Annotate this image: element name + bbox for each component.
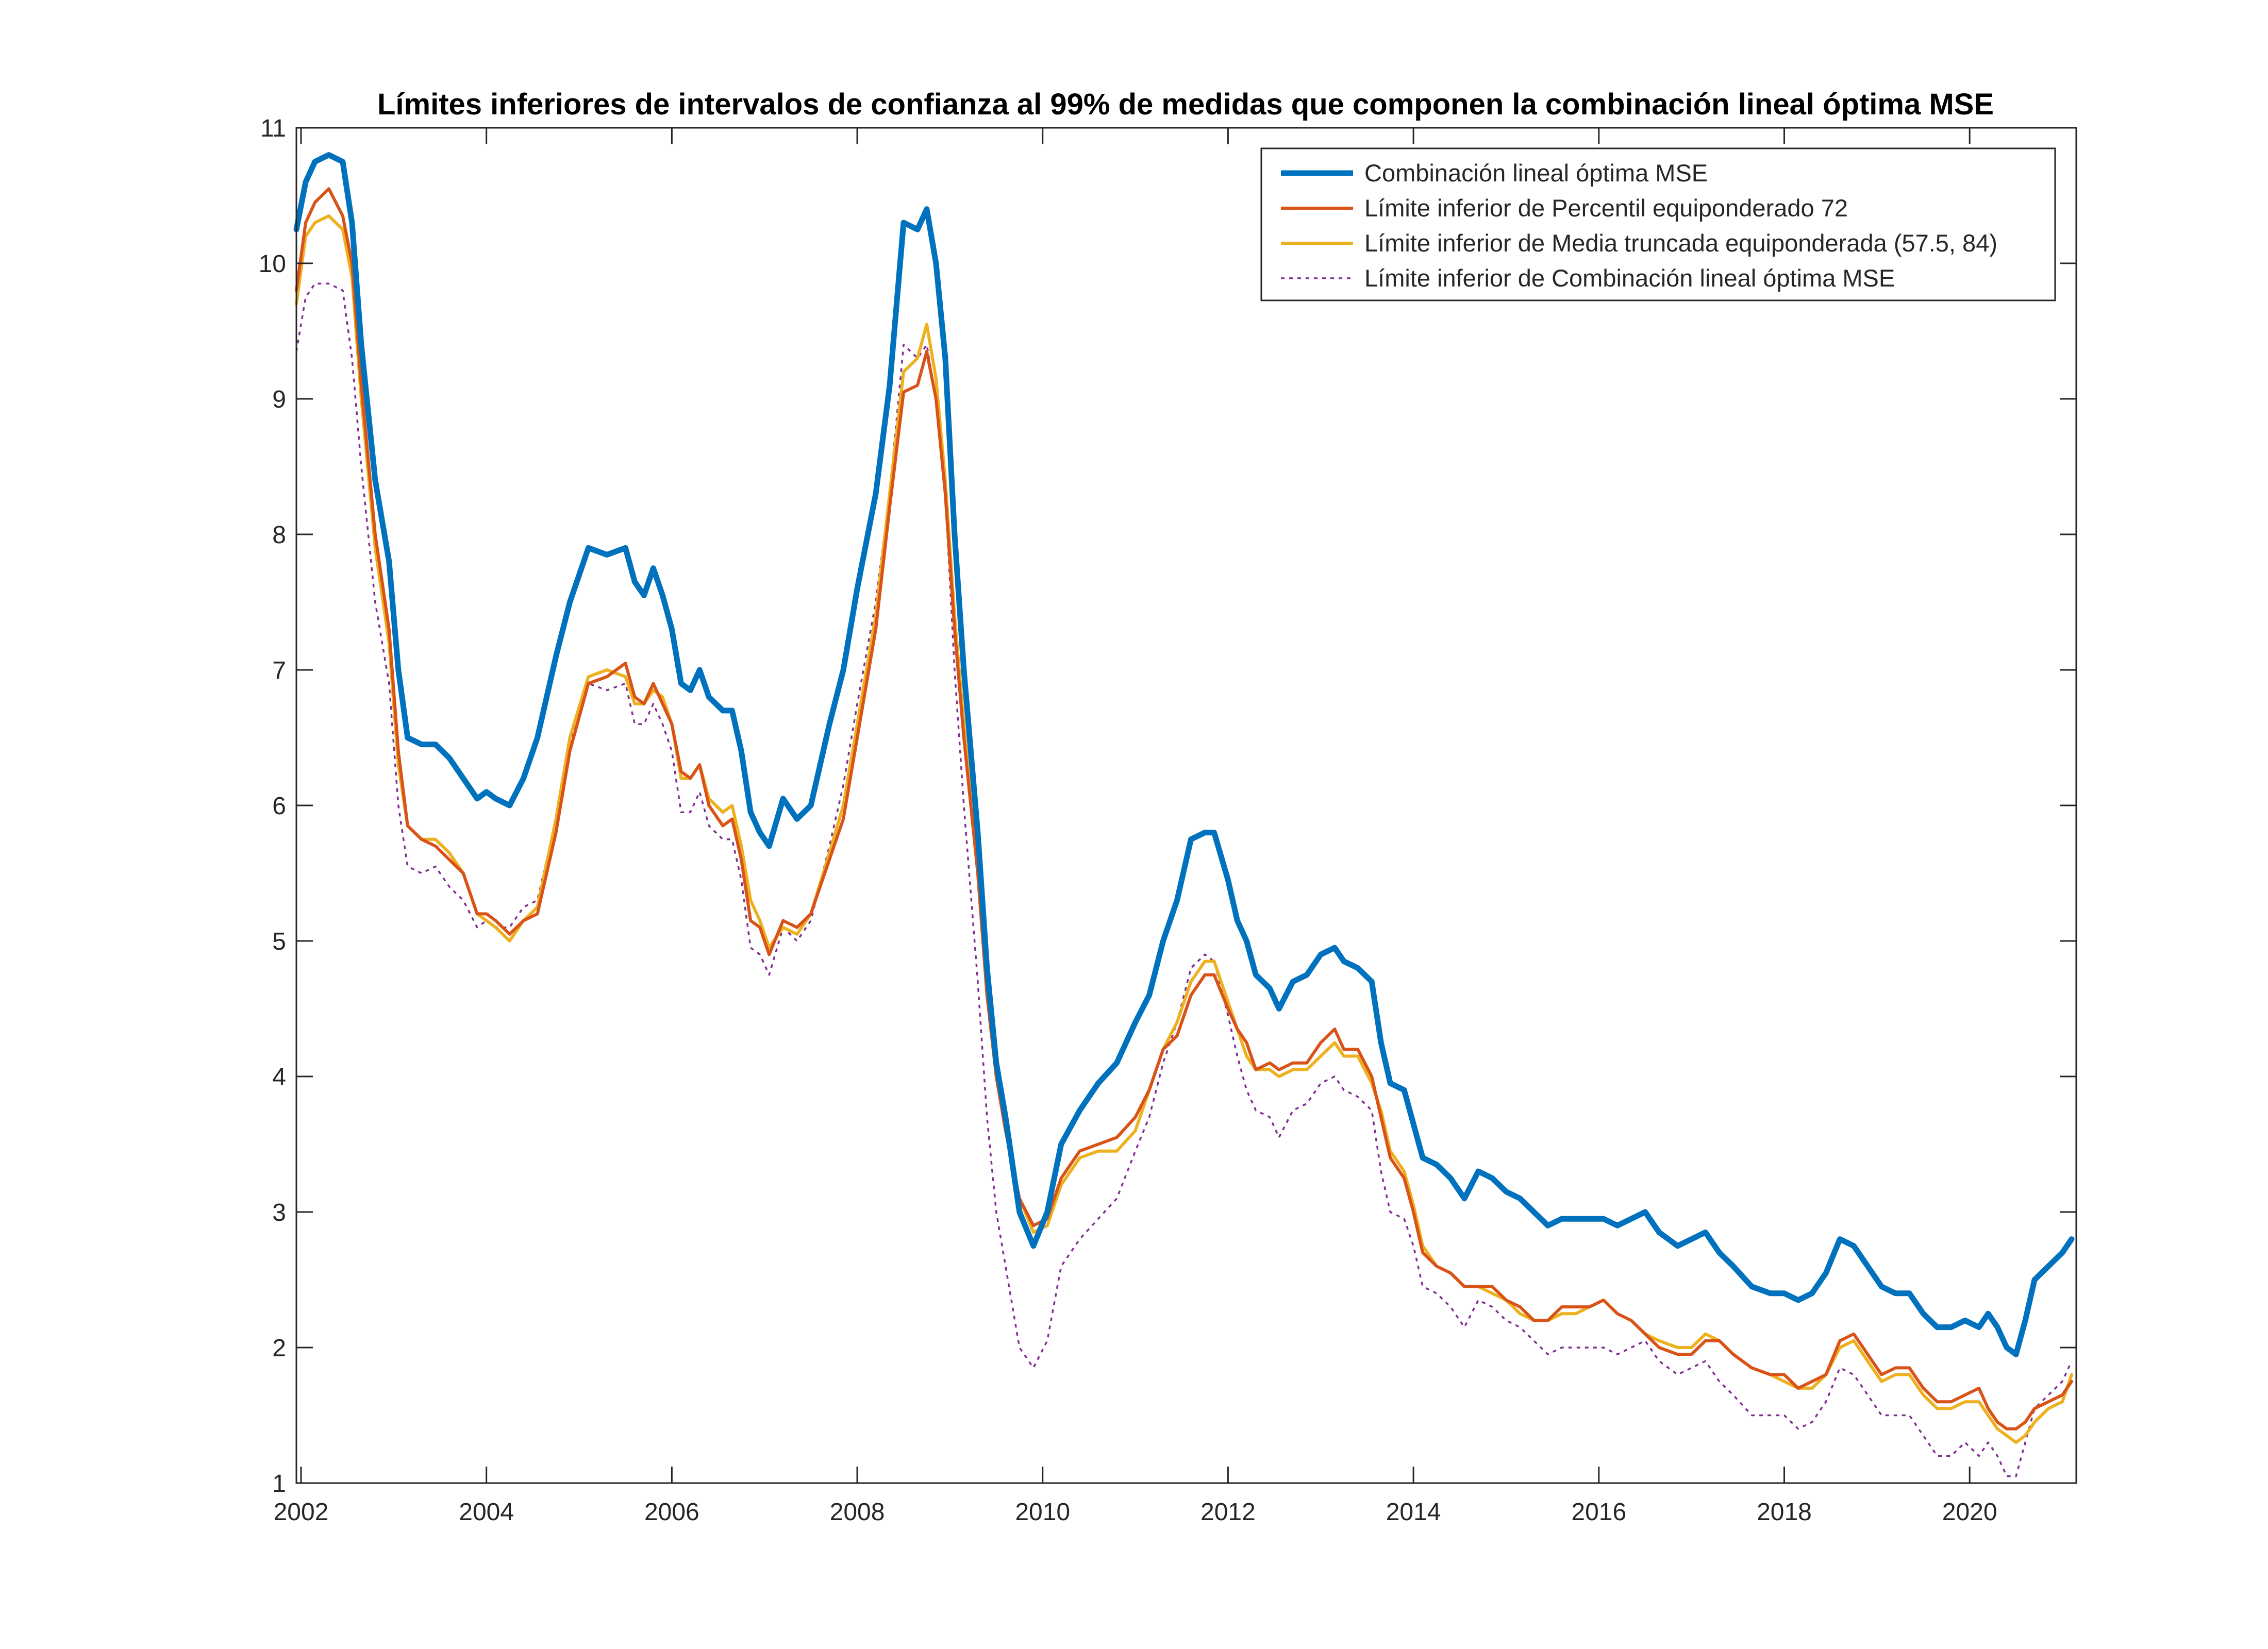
x-tick-label-2010: 2010 <box>1015 1499 1070 1526</box>
y-tick-label-4: 4 <box>272 1064 286 1091</box>
legend: Combinación lineal óptima MSE Límite infe… <box>1260 147 2056 301</box>
x-tick-label-2016: 2016 <box>1571 1499 1626 1526</box>
series-line-limite-inferior-de-combinacion-lineal-optima-mse <box>295 282 2073 1477</box>
legend-label-limite-inferior-de-percentil-equiponderado-72: Límite inferior de Percentil equipondera… <box>1364 194 1848 222</box>
legend-label-limite-inferior-de-combinacion-lineal-optima-mse: Límite inferior de Combinación lineal óp… <box>1364 264 1895 292</box>
series-line-limite-inferior-de-percentil-equiponderado-72 <box>295 187 2073 1431</box>
legend-label-combinacion-lineal-optima-mse: Combinación lineal óptima MSE <box>1364 159 1708 187</box>
y-tick-label-1: 1 <box>272 1470 286 1497</box>
x-tick-label-2008: 2008 <box>830 1499 885 1526</box>
y-tick-label-9: 9 <box>272 386 286 413</box>
y-tick-label-5: 5 <box>272 928 286 955</box>
x-tick-label-2002: 2002 <box>274 1499 329 1526</box>
legend-label-limite-inferior-de-media-truncada-equiponderada-57-5-84: Límite inferior de Media truncada equipo… <box>1364 229 1997 257</box>
series-line-limite-inferior-de-media-truncada-equiponderada-57-5-84 <box>295 214 2073 1444</box>
x-tick-label-2014: 2014 <box>1386 1499 1441 1526</box>
y-tick-label-3: 3 <box>272 1199 286 1226</box>
x-tick-label-2020: 2020 <box>1942 1499 1997 1526</box>
y-tick-label-7: 7 <box>272 657 286 684</box>
y-tick-label-10: 10 <box>259 250 286 278</box>
x-tick-label-2012: 2012 <box>1200 1499 1256 1526</box>
y-tick-label-6: 6 <box>272 793 286 820</box>
y-tick-label-2: 2 <box>272 1335 286 1362</box>
chart-title: Límites inferiores de intervalos de conf… <box>377 88 1994 121</box>
series-layer <box>293 152 2075 1477</box>
axes: 2002 2004 2006 2008 2010 2012 2014 2016 2018 2020… <box>259 115 2077 1526</box>
x-tick-label-2004: 2004 <box>459 1499 514 1526</box>
y-tick-label-8: 8 <box>272 521 286 549</box>
plot-area <box>296 128 2076 1483</box>
x-tick-label-2006: 2006 <box>644 1499 699 1526</box>
legend-box <box>1260 147 2056 301</box>
x-tick-label-2018: 2018 <box>1757 1499 1812 1526</box>
series-line-combinacion-lineal-optima-mse <box>293 152 2075 1357</box>
y-tick-label-11: 11 <box>260 115 286 142</box>
